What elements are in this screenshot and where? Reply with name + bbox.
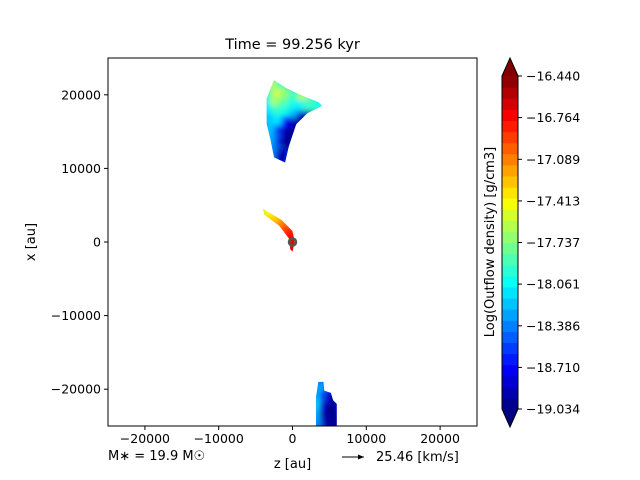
colorbar-band: [502, 320, 518, 332]
colorbar-band: [502, 175, 518, 188]
x-tick-label: −20000: [120, 431, 170, 446]
density-cell: [327, 417, 337, 426]
density-cell: [285, 230, 295, 243]
colorbar-tick-label: −17.089: [526, 152, 580, 167]
colorbar-band: [502, 198, 518, 210]
colorbar-band: [502, 187, 518, 199]
region-fill: [316, 381, 337, 426]
density-cell: [316, 381, 327, 393]
density-cell: [280, 127, 293, 140]
colorbar-extend-max: [502, 58, 518, 76]
colorbar-band: [502, 209, 518, 221]
velocity-scale-label: 25.46 [km/s]: [376, 450, 459, 465]
density-cell: [266, 113, 278, 126]
colorbar-band: [502, 286, 518, 299]
y-tick-label: 20000: [61, 87, 101, 102]
colorbar-band: [502, 298, 518, 310]
colorbar-tick-label: −16.764: [526, 110, 580, 125]
density-cell: [267, 124, 280, 137]
x-ticks: −20000 −10000 0 10000 20000: [120, 426, 460, 446]
y-tick-label: −10000: [51, 308, 101, 323]
x-tick-label: −10000: [194, 431, 244, 446]
mass-annotation: M∗ = 19.9 M☉: [108, 449, 205, 464]
colorbar-label: Log(Outflow density) [g/cm3]: [483, 147, 498, 338]
colorbar-extend-min: [502, 409, 518, 427]
plot-area: −20000 −10000 0 10000 20000 −20000 −10000 0 100…: [51, 57, 478, 446]
colorbar-tick-label: −19.034: [526, 402, 580, 417]
sink-particle: [287, 237, 298, 247]
y-tick-label: 0: [93, 235, 101, 250]
colorbar-band: [502, 153, 518, 166]
region-lower-lobe: [316, 381, 337, 426]
density-cell: [266, 88, 277, 101]
colorbar-band: [502, 353, 518, 366]
density-cell: [286, 242, 295, 252]
colorbar-band: [502, 164, 518, 177]
colorbar-tick-label: −18.386: [526, 318, 580, 333]
x-axis-label: z [au]: [274, 457, 311, 472]
y-tick-label: 10000: [61, 161, 101, 176]
colorbar-band: [502, 76, 518, 88]
colorbar-ticks: −16.440 −16.764 −17.089 −17.413 −17.737 −18.0…: [518, 69, 580, 417]
colorbar-band: [502, 120, 518, 133]
density-cell: [325, 401, 337, 414]
colorbar-tick-label: −16.440: [526, 69, 580, 84]
colorbar-band: [502, 386, 518, 399]
y-axis-label: x [au]: [24, 223, 39, 261]
colorbar-bands: [502, 76, 518, 410]
colorbar-band: [502, 342, 518, 355]
density-cell: [275, 153, 288, 163]
x-tick-label: 0: [289, 431, 297, 446]
colorbar-band: [502, 87, 518, 99]
y-tick-label: −20000: [51, 382, 101, 397]
colorbar-band: [502, 275, 518, 288]
colorbar-band: [502, 309, 518, 321]
x-tick-label: 20000: [420, 431, 460, 446]
y-ticks: −20000 −10000 0 10000 20000: [51, 87, 108, 397]
colorbar-band: [502, 242, 518, 255]
colorbar-band: [502, 364, 518, 377]
colorbar-tick-label: −18.710: [526, 360, 580, 375]
colorbar-tick-label: −18.061: [526, 277, 580, 292]
density-cell: [266, 104, 277, 117]
colorbar-band: [502, 331, 518, 343]
density-cell: [324, 392, 337, 405]
colorbar-band: [502, 264, 518, 277]
colorbar-tick-label: −17.737: [526, 235, 580, 250]
colorbar-band: [502, 253, 518, 266]
colorbar-band: [502, 375, 518, 388]
velocity-scale-arrowhead: [358, 454, 364, 460]
density-cell: [320, 417, 333, 426]
colorbar-band: [502, 98, 518, 110]
colorbar-band: [502, 231, 518, 244]
region-cells: [316, 381, 337, 426]
colorbar-tick-label: −17.413: [526, 193, 580, 208]
colorbar: −16.440 −16.764 −17.089 −17.413 −17.737 −18.0…: [483, 56, 580, 429]
colorbar-band: [502, 109, 518, 121]
x-tick-label: 10000: [346, 431, 386, 446]
density-cell: [268, 80, 281, 90]
density-cell: [326, 410, 337, 423]
colorbar-band: [502, 220, 518, 232]
colorbar-band: [502, 131, 518, 144]
chart-title: Time = 99.256 kyr: [224, 37, 360, 53]
density-cell: [313, 99, 323, 112]
colorbar-band: [502, 142, 518, 155]
sink-marker: [287, 237, 298, 247]
colorbar-band: [502, 397, 518, 410]
